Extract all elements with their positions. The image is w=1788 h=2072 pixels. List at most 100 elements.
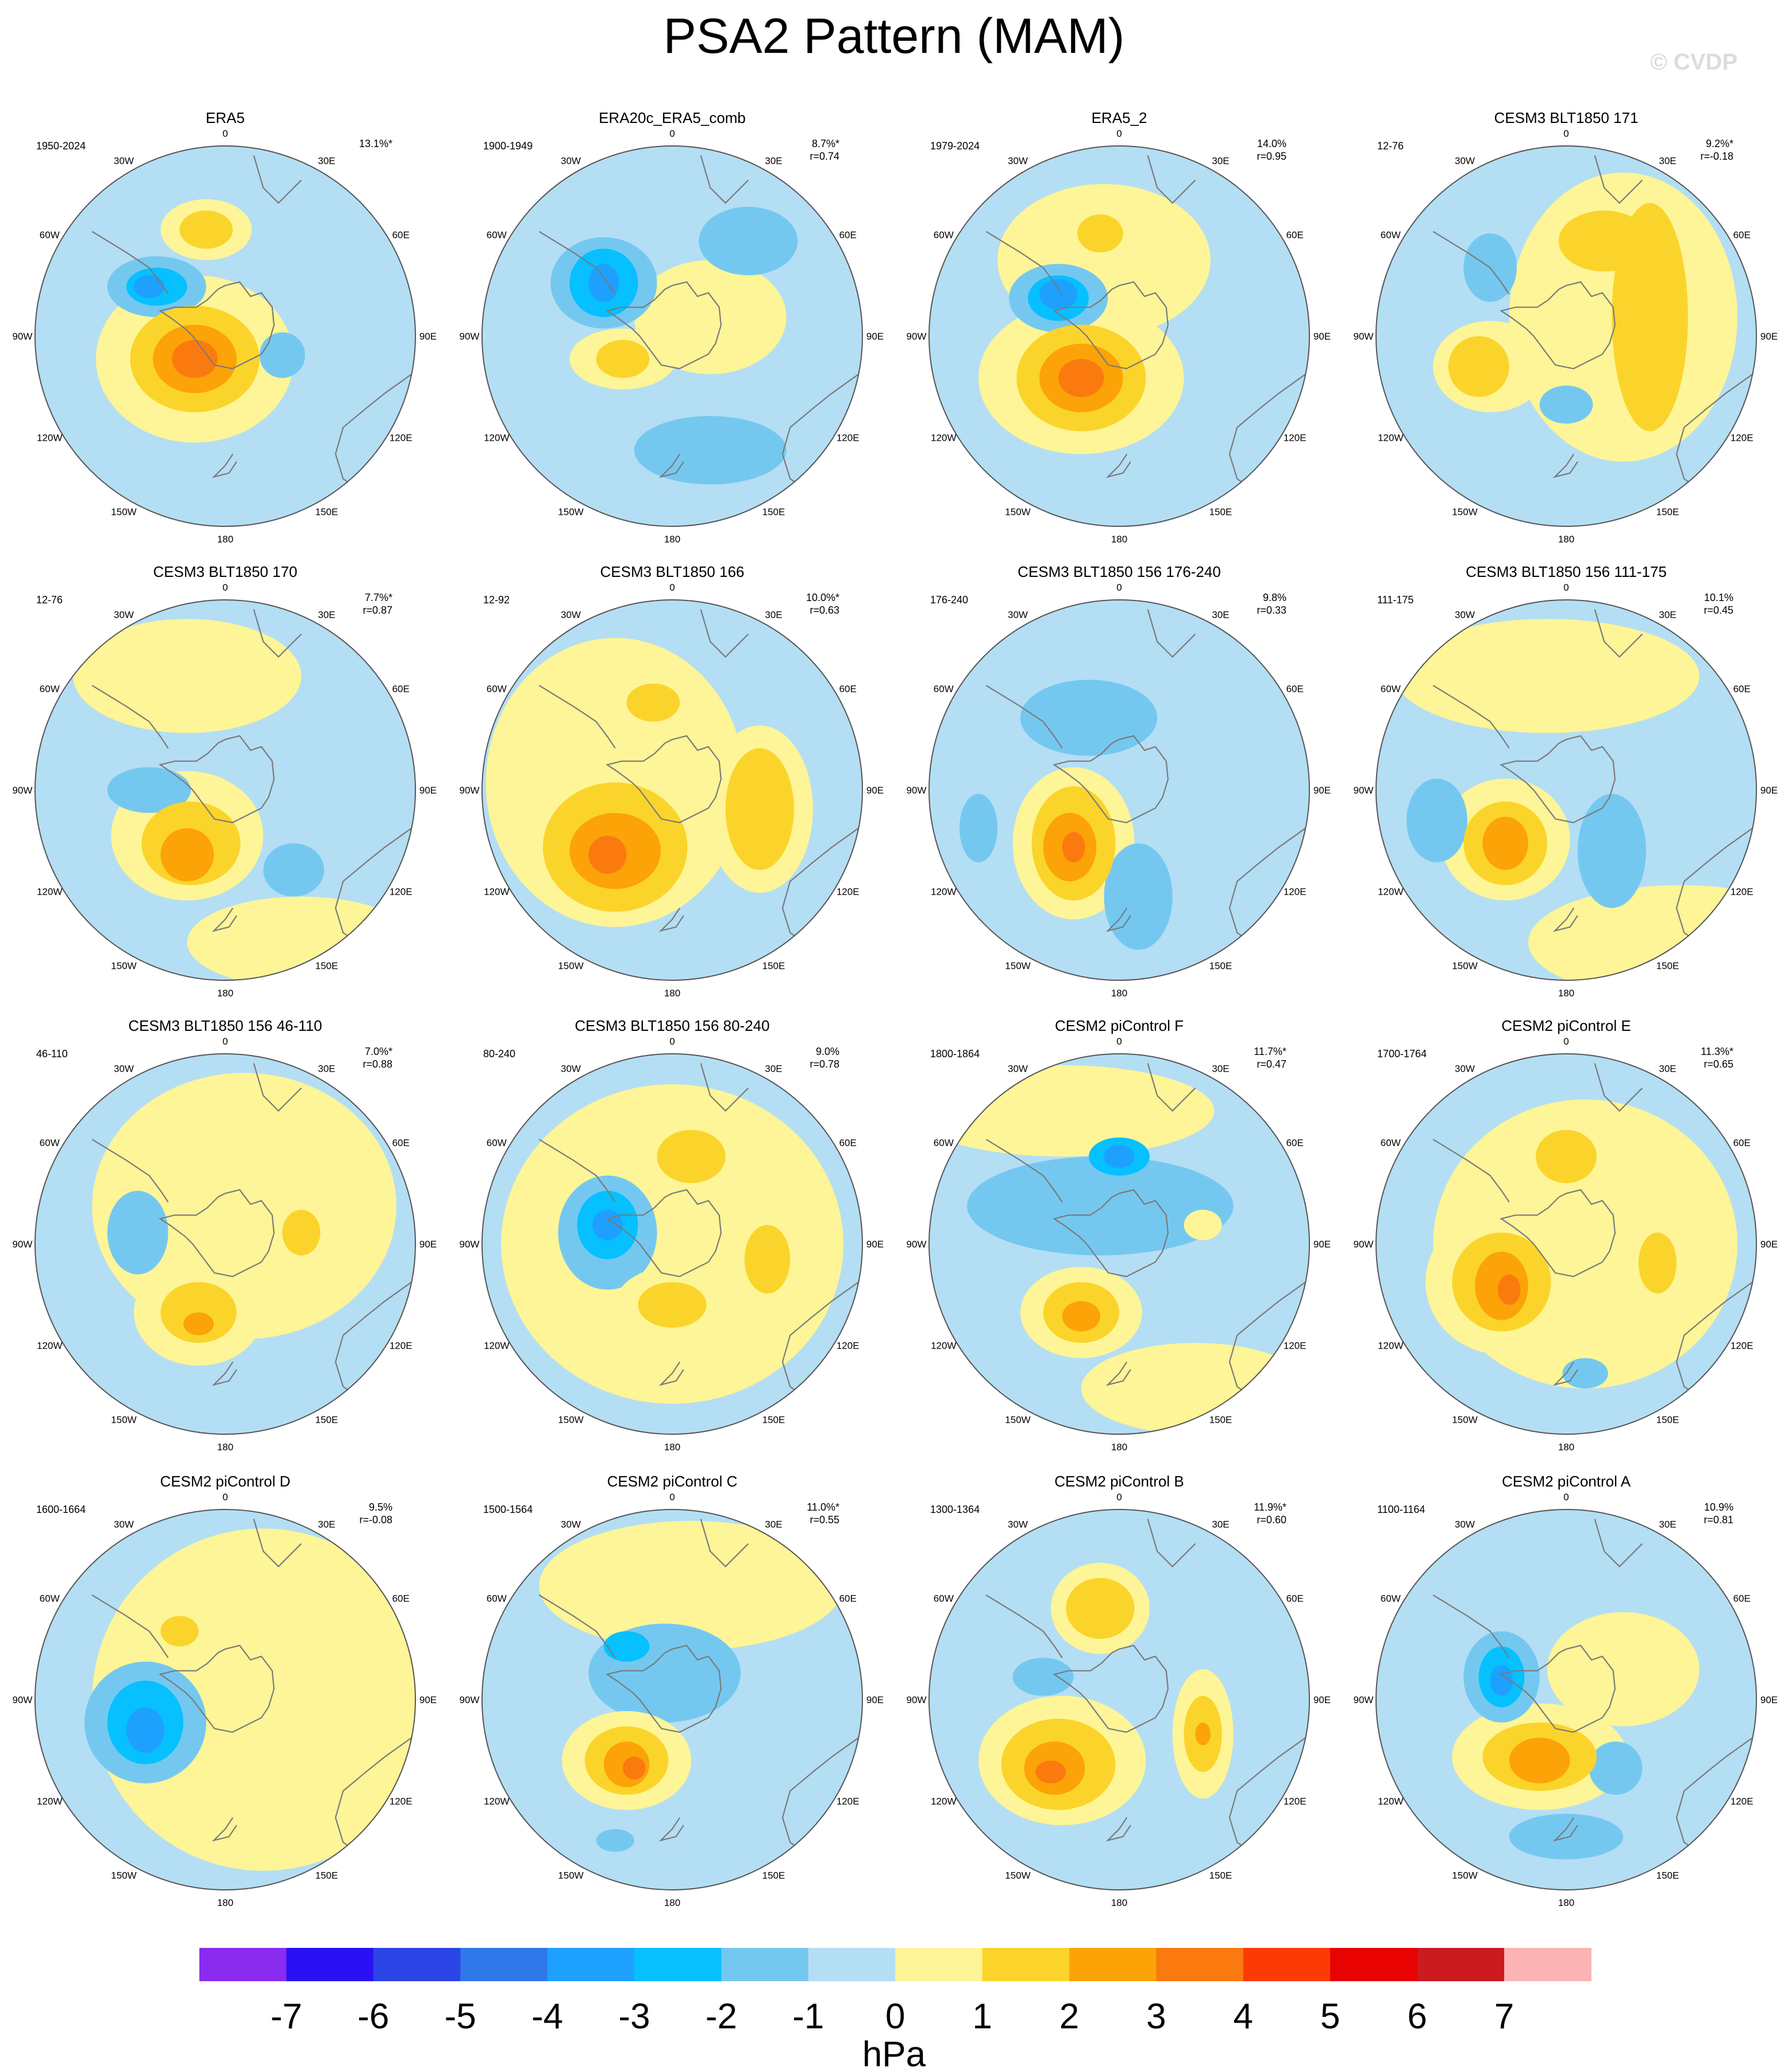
map-boundary	[1375, 599, 1757, 981]
longitude-label: 150W	[1452, 1870, 1477, 1881]
antarctica-coastline	[1053, 281, 1169, 369]
map-panel: 0 30E 60E 90E 120E 150E 180 150W 120W 90W 60W 30W CE…	[460, 1017, 884, 1453]
south-america-coastline	[985, 1595, 1063, 1658]
map-panel: 0 30E 60E 90E 120E 150E 180 150W 120W 90W 60W 30W CE…	[1354, 563, 1778, 999]
anomaly-contour	[1406, 779, 1467, 862]
longitude-label: 180	[217, 534, 233, 545]
colorbar-swatch	[460, 1948, 548, 1981]
panel-years: 1950-2024	[36, 140, 86, 152]
longitude-label: 150E	[1656, 507, 1679, 518]
longitude-label: 120W	[484, 887, 509, 898]
longitude-label: 30E	[318, 609, 335, 620]
longitude-label: 60W	[40, 1138, 60, 1149]
anomaly-contour	[626, 683, 680, 722]
longitude-label: 150E	[762, 1870, 785, 1881]
anomaly-contour	[1562, 1358, 1608, 1389]
south-america-coastline	[985, 1139, 1063, 1203]
longitude-label: 90E	[419, 331, 437, 342]
longitude-label: 150W	[558, 1870, 583, 1881]
panel-variance-percent: 7.7%*	[365, 592, 392, 603]
anomaly-contour	[588, 264, 619, 302]
longitude-label: 60E	[1286, 1138, 1304, 1149]
longitude-label: 60W	[934, 684, 954, 695]
longitude-label: 90E	[419, 1239, 437, 1250]
longitude-label: 180	[664, 1442, 680, 1453]
anomaly-contour	[967, 1156, 1234, 1255]
longitude-label: 30W	[1008, 1063, 1028, 1074]
new-zealand-coastline	[211, 1817, 237, 1842]
pressure-anomaly-field	[482, 1054, 862, 1434]
map-panel: 0 30E 60E 90E 120E 150E 180 150W 120W 90W 60W 30W CE…	[13, 1473, 437, 1908]
colorbar-tick-label: 4	[1234, 1997, 1253, 2036]
panel-years: 1700-1764	[1377, 1048, 1427, 1060]
longitude-label: 90E	[1313, 1694, 1331, 1705]
colorbar-tick-label: -1	[792, 1997, 824, 2036]
south-america-coastline	[538, 1595, 616, 1658]
longitude-label: 30E	[1659, 155, 1676, 166]
longitude-label: 60W	[1381, 1593, 1401, 1604]
colorbar-tick-label: 0	[885, 1997, 905, 2036]
longitude-label: 90W	[13, 1239, 33, 1250]
anomaly-contour	[1509, 1738, 1570, 1784]
longitude-label: 60W	[1381, 1138, 1401, 1149]
longitude-label: 120E	[390, 887, 413, 898]
anomaly-contour	[1547, 1612, 1700, 1727]
longitude-label: 0	[669, 582, 675, 593]
anomaly-contour	[1077, 214, 1123, 253]
map-boundary	[481, 1053, 863, 1435]
map-boundary	[481, 1509, 863, 1890]
colorbar-swatch	[808, 1948, 896, 1981]
colorbar-tick-label: 7	[1494, 1997, 1514, 2036]
anomaly-contour	[172, 340, 218, 378]
new-zealand-coastline	[1552, 1817, 1578, 1842]
panel-pattern-correlation: r=0.74	[810, 151, 839, 162]
new-zealand-coastline	[1105, 907, 1131, 932]
africa-coastline	[253, 1519, 302, 1568]
colorbar-tick-label: -3	[618, 1997, 650, 2036]
anomaly-contour	[1066, 1578, 1135, 1639]
anomaly-contour	[1539, 386, 1593, 424]
anomaly-contour	[1104, 843, 1173, 950]
longitude-label: 60E	[392, 1593, 410, 1604]
pressure-anomaly-field	[1376, 1054, 1756, 1434]
panel-title: CESM3 BLT1850 171	[1494, 109, 1639, 126]
panel-years: 1100-1164	[1377, 1504, 1425, 1515]
figure-title: PSA2 Pattern (MAM)	[663, 9, 1125, 64]
anomaly-contour	[634, 416, 787, 485]
pressure-anomaly-field	[929, 600, 1309, 980]
longitude-label: 120W	[37, 887, 62, 898]
anomaly-contour	[1589, 1741, 1643, 1795]
anomaly-contour	[160, 1282, 237, 1343]
anomaly-contour	[107, 1191, 168, 1274]
longitude-label: 150W	[1005, 507, 1030, 518]
longitude-label: 90E	[1760, 1694, 1778, 1705]
colorbar-swatch	[634, 1948, 722, 1981]
africa-coastline	[1147, 1519, 1196, 1568]
panel-variance-percent: 8.7%*	[812, 138, 839, 149]
map-boundary	[928, 1509, 1310, 1890]
longitude-label: 30W	[114, 609, 134, 620]
panel-title: ERA20c_ERA5_comb	[599, 109, 746, 126]
pressure-anomaly-field	[482, 146, 862, 526]
longitude-label: 90E	[1760, 785, 1778, 796]
pressure-anomaly-field	[35, 146, 415, 526]
panel-variance-percent: 11.0%*	[807, 1501, 839, 1513]
map-boundary	[34, 599, 416, 981]
panel-years: 12-92	[483, 594, 510, 606]
longitude-label: 0	[1116, 1036, 1122, 1047]
panel-variance-percent: 11.9%*	[1254, 1501, 1286, 1513]
panel-variance-percent: 14.0%	[1257, 138, 1286, 149]
anomaly-contour	[1039, 279, 1078, 310]
colorbar-swatch	[1243, 1948, 1331, 1981]
longitude-label: 120E	[1284, 433, 1307, 444]
panel-pattern-correlation: r=0.55	[810, 1514, 839, 1526]
panel-variance-percent: 11.7%*	[1254, 1046, 1286, 1057]
longitude-label: 120W	[484, 1796, 509, 1807]
longitude-label: 150E	[762, 961, 785, 972]
longitude-label: 150W	[1005, 1870, 1030, 1881]
longitude-label: 120E	[1731, 433, 1754, 444]
south-america-coastline	[985, 685, 1063, 749]
anomaly-contour	[134, 275, 165, 298]
